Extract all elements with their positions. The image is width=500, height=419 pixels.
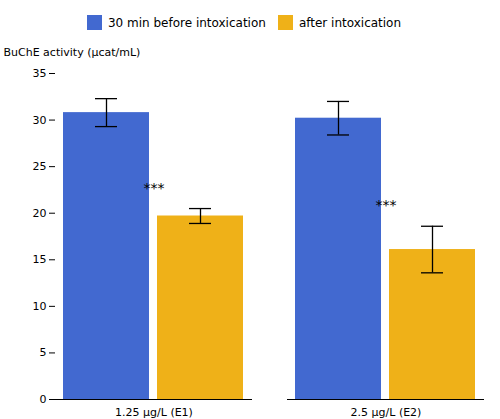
svg-text:BuChE activity (μcat/mL): BuChE activity (μcat/mL) xyxy=(4,46,141,59)
svg-text:5: 5 xyxy=(40,346,47,359)
svg-text:***: *** xyxy=(376,197,397,213)
svg-text:20: 20 xyxy=(33,207,47,220)
html-text:30 min before intoxication: 30 min before intoxication xyxy=(107,15,266,30)
svg-text:30: 30 xyxy=(33,114,47,127)
svg-text:***: *** xyxy=(144,180,165,196)
svg-text:25: 25 xyxy=(33,160,47,173)
svg-text:1.25 μg/L (E1): 1.25 μg/L (E1) xyxy=(115,406,193,419)
html-text:after intoxication: after intoxication xyxy=(298,15,402,30)
svg-text:35: 35 xyxy=(33,67,47,80)
svg-text:0: 0 xyxy=(40,393,47,406)
svg-text:2.5 μg/L (E2): 2.5 μg/L (E2) xyxy=(351,406,422,419)
svg-text:15: 15 xyxy=(33,253,47,266)
svg-text:10: 10 xyxy=(33,300,47,313)
